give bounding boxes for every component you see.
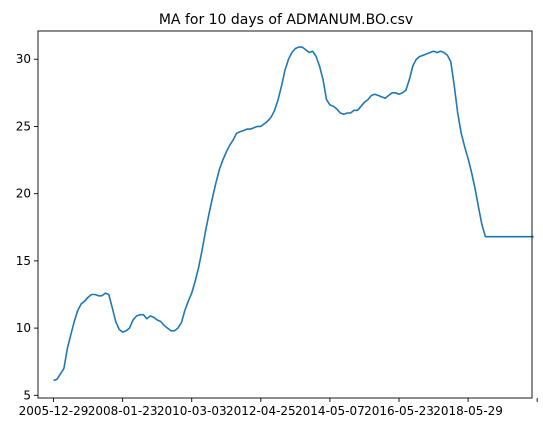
x-tick-label-3: 2012-04-25 (226, 404, 296, 418)
x-tick-label-6: 2018-05-29 (433, 404, 503, 418)
y-tick-label-25: 25 (16, 119, 31, 133)
axes: 5 10 15 20 25 30 2005-12-29 2008-01-23 2010-03-0… (16, 30, 538, 418)
x-tick-label-4: 2014-05-07 (295, 404, 365, 418)
y-tick-label-20: 20 (16, 187, 31, 201)
x-tick-label-2: 2010-03-03 (157, 404, 227, 418)
plot-area (53, 46, 534, 382)
y-tick-label-30: 30 (16, 52, 31, 66)
x-tick-label-5: 2016-05-23 (364, 404, 434, 418)
y-tick-label-15: 15 (16, 254, 31, 268)
x-tick-label-0: 2005-12-29 (19, 404, 89, 418)
chart-title: MA for 10 days of ADMANUM.BO.csv (159, 12, 413, 28)
y-tick-label-10: 10 (16, 321, 31, 335)
x-tick-label-1: 2008-01-23 (88, 404, 158, 418)
series-line-0 (53, 46, 534, 382)
axes-frame (37, 30, 533, 399)
y-tick-label-5: 5 (23, 388, 31, 402)
